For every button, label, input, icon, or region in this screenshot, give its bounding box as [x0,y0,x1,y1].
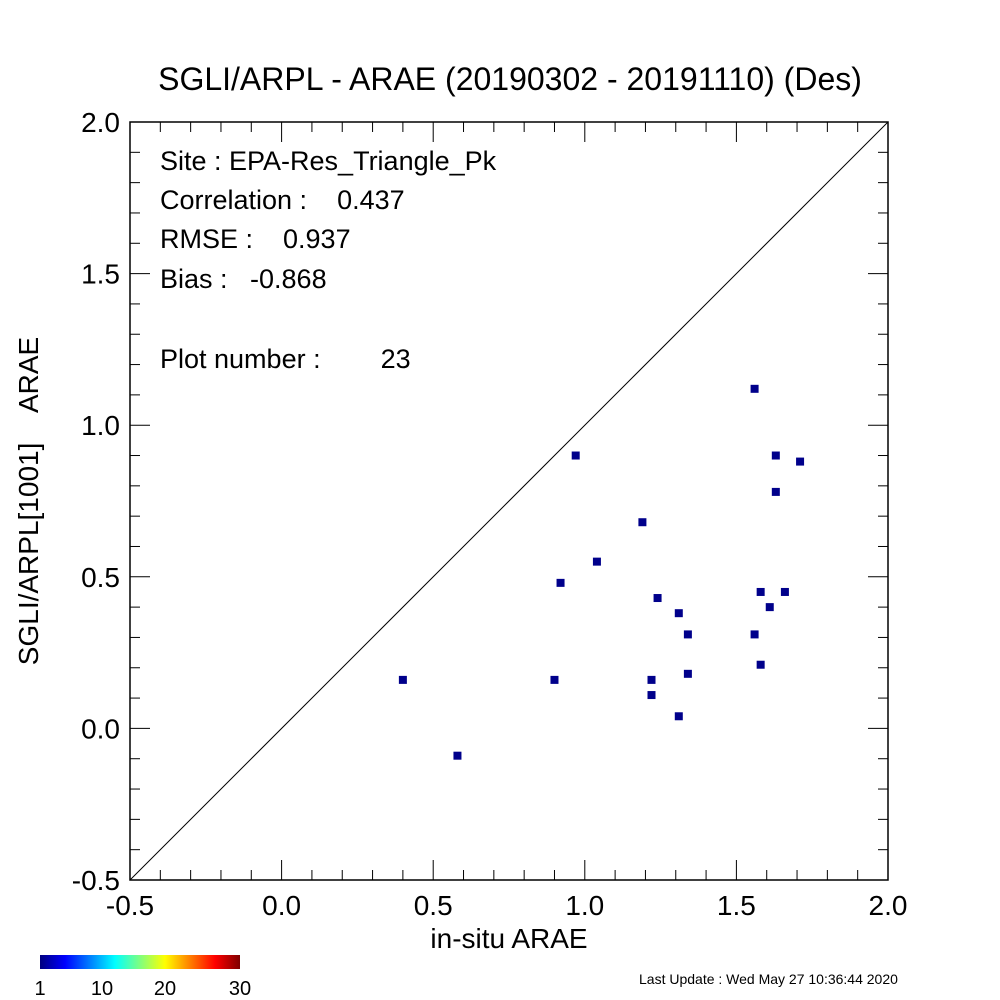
data-point [780,587,789,596]
y-tick-label: 2.0 [81,107,120,138]
colorbar-tick-label: 20 [154,978,176,1000]
x-axis-label: in-situ ARAE [430,923,587,954]
data-points [398,384,805,760]
plot-frame [129,121,889,881]
x-tick-labels: -0.5 0.0 0.5 1.0 1.5 2.0 [106,890,908,921]
data-point [647,675,656,684]
colorbar [40,955,240,969]
data-point [556,578,565,587]
x-tick-label: 2.0 [869,890,908,921]
y-tick-label: 1.5 [81,259,120,290]
x-tick-label: 0.0 [262,890,301,921]
colorbar-labels: 1 10 20 30 [34,978,251,1000]
data-point [771,451,780,460]
stats-bias: Bias : -0.868 [160,264,327,294]
data-point [647,691,656,700]
last-update-text: Last Update : Wed May 27 10:36:44 2020 [639,971,898,987]
colorbar-tick-label: 10 [91,978,113,1000]
data-point [765,603,774,612]
data-point [638,518,647,527]
data-point [674,609,683,618]
axis-ticks [129,121,889,881]
one-to-one-line [129,121,889,881]
stats-correlation: Correlation : 0.437 [160,185,405,215]
data-point [550,675,559,684]
y-tick-label: 0.0 [81,713,120,744]
data-point [796,457,805,466]
data-point [756,660,765,669]
data-point [398,675,407,684]
stats-box: Site : EPA-Res_Triangle_Pk Correlation :… [160,146,497,374]
stats-plot-number: Plot number : 23 [160,344,411,374]
x-tick-label: -0.5 [106,890,154,921]
colorbar-tick-label: 30 [229,978,251,1000]
data-point [571,451,580,460]
y-axis-label: SGLI/ARPL[1001] ARAE [13,337,44,665]
stats-site: Site : EPA-Res_Triangle_Pk [160,146,497,176]
x-tick-label: 0.5 [414,890,453,921]
data-point [453,751,462,760]
data-point [750,630,759,639]
y-tick-label: 0.5 [81,562,120,593]
data-point [683,630,692,639]
y-tick-label: 1.0 [81,410,120,441]
data-point [674,712,683,721]
data-point [756,587,765,596]
data-point [683,669,692,678]
y-tick-label: -0.5 [72,865,120,896]
x-tick-label: 1.0 [565,890,604,921]
data-point [750,384,759,393]
data-point [771,487,780,496]
chart-title: SGLI/ARPL - ARAE (20190302 - 20191110) (… [158,61,862,97]
data-point [592,557,601,566]
colorbar-tick-label: 1 [34,978,45,1000]
x-tick-label: 1.5 [717,890,756,921]
y-tick-labels: -0.5 0.0 0.5 1.0 1.5 2.0 [72,107,120,896]
stats-rmse: RMSE : 0.937 [160,224,351,254]
data-point [653,594,662,603]
